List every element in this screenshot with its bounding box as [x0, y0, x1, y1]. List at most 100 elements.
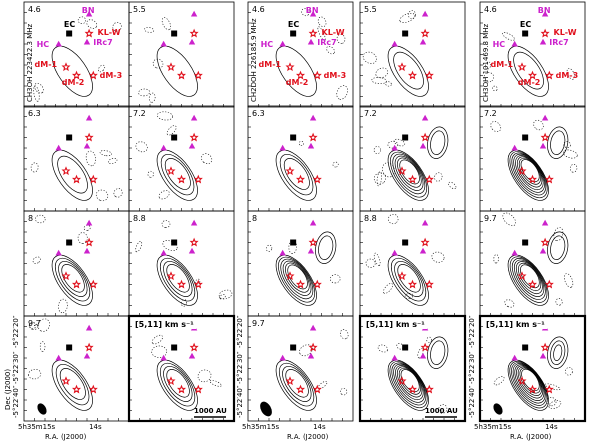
emission-contour: [507, 359, 549, 411]
dm3-star: [193, 384, 203, 394]
klw-star: [420, 28, 430, 38]
label-dm-1: dM-1: [34, 60, 58, 69]
irc7-triangle: [419, 38, 427, 45]
ec-square: [66, 344, 73, 351]
beam-ellipse: [37, 403, 47, 415]
emission-contour: [166, 369, 190, 398]
dm1-star: [517, 376, 527, 386]
emission-contour: [396, 366, 423, 398]
ec-square: [402, 30, 409, 37]
noise-contour: [426, 336, 432, 343]
emission-contour: [507, 254, 549, 306]
emission-contour: [390, 257, 427, 302]
noise-contour: [371, 77, 387, 84]
dm1-star: [397, 62, 407, 72]
label-dm-3: dM-3: [99, 71, 123, 80]
velocity-label: 7.2: [484, 109, 497, 118]
emission-contour: [521, 368, 540, 392]
emission-contour: [275, 359, 317, 411]
noise-contour: [336, 34, 346, 44]
ec-square: [171, 344, 178, 351]
noise-contour: [112, 22, 122, 32]
noise-contour: [504, 299, 515, 308]
dm2-star: [295, 279, 306, 289]
bn-triangle: [309, 10, 317, 17]
panel-r4-c3: [247, 315, 354, 422]
ra-tick-label: 14s: [545, 423, 558, 431]
noise-contour: [383, 283, 393, 294]
label-dm-2: dM-2: [517, 78, 541, 87]
ra-axis-label: R.A. (J2000): [510, 433, 552, 441]
klw-star: [308, 132, 318, 142]
noise-contour: [326, 45, 335, 55]
noise-contour: [58, 298, 68, 314]
emission-contour: [430, 130, 446, 155]
label-dm-1: dM-1: [258, 60, 282, 69]
noise-contour: [548, 400, 562, 410]
noise-contour: [555, 298, 563, 306]
emission-contour: [164, 158, 191, 190]
noise-contour: [301, 8, 310, 17]
ec-square: [290, 344, 297, 351]
klw-star: [189, 132, 199, 142]
emission-contour: [285, 262, 310, 293]
emission-contour: [513, 259, 545, 297]
emission-contour: [393, 363, 425, 403]
emission-contour: [520, 264, 540, 289]
velocity-label: 8.8: [133, 214, 146, 223]
irc7-triangle: [419, 352, 427, 359]
dm2-star: [407, 384, 418, 394]
dm1-star: [517, 62, 527, 72]
noise-contour: [209, 379, 222, 387]
label-hc: HC: [36, 40, 50, 49]
noise-contour: [490, 121, 502, 132]
klw-star: [84, 132, 94, 142]
dm3-star: [424, 70, 434, 80]
dm3-star: [193, 174, 203, 184]
emission-contour: [399, 159, 420, 185]
emission-contour: [391, 362, 427, 406]
molecule-label: CH3OH 223422.3 MHz: [26, 23, 34, 102]
noise-contour: [99, 150, 112, 157]
velocity-range-label: [5,11] km s⁻¹: [484, 320, 547, 329]
noise-contour: [37, 318, 50, 332]
noise-contour: [83, 224, 91, 231]
irc7-triangle: [539, 352, 547, 359]
dm3-star: [424, 174, 434, 184]
panel-r4-c1: [23, 315, 130, 422]
panel-r3-c1: [23, 210, 130, 317]
dm1-star: [166, 166, 176, 176]
emission-contour: [394, 260, 424, 297]
dec-tick-label: -5°22′40″: [236, 385, 244, 419]
velocity-label: 9.7: [252, 319, 265, 328]
emission-contour: [163, 260, 193, 297]
noise-contour: [166, 125, 177, 136]
dm1-star: [166, 62, 176, 72]
irc7-triangle: [419, 142, 427, 149]
emission-contour: [156, 45, 198, 97]
dm2-star: [176, 174, 187, 184]
bn-triangle: [541, 114, 549, 121]
panel-r2-c5: [479, 105, 586, 212]
klw-star: [540, 28, 550, 38]
noise-contour: [144, 27, 155, 33]
irc7-triangle: [307, 38, 315, 45]
dm1-star: [285, 166, 295, 176]
noise-contour: [151, 334, 163, 345]
dm2-star: [527, 279, 538, 289]
ec-square: [522, 239, 529, 246]
klw-star: [308, 237, 318, 247]
dm1-star: [166, 271, 176, 281]
dm3-star: [544, 174, 554, 184]
noise-contour: [34, 83, 44, 94]
emission-contour: [278, 256, 316, 303]
dm1-star: [61, 166, 71, 176]
emission-contour: [54, 257, 91, 302]
dm1-star: [285, 271, 295, 281]
emission-contour: [287, 264, 308, 290]
dec-tick-label: -5°22′20″: [12, 315, 20, 349]
noise-contour: [399, 12, 416, 23]
velocity-label: 8: [252, 214, 258, 223]
dm2-star: [176, 384, 187, 394]
velocity-label: 6.3: [252, 109, 265, 118]
